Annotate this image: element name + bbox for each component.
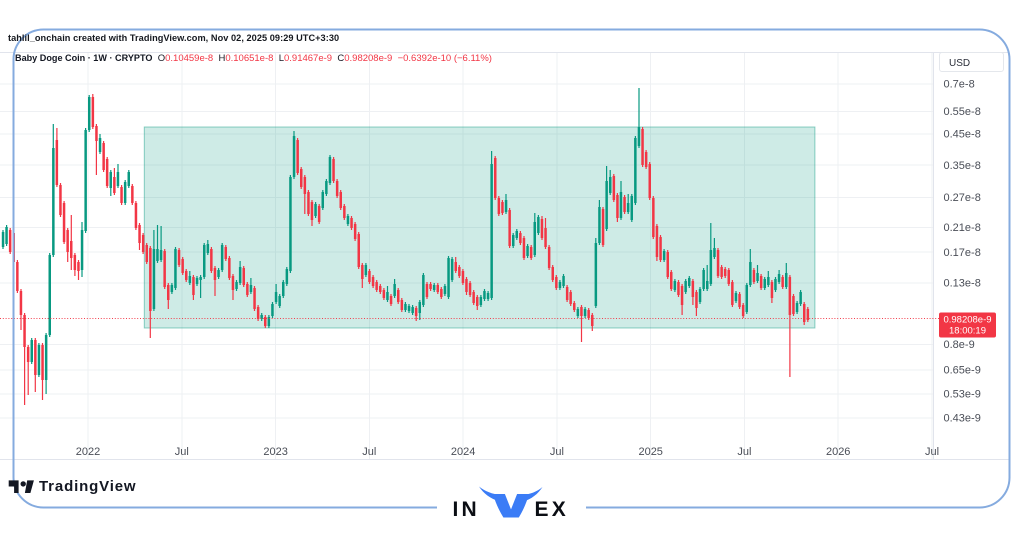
svg-text:18:00:19: 18:00:19 <box>949 326 986 337</box>
svg-text:0.17e-8: 0.17e-8 <box>944 247 981 259</box>
svg-text:Jul: Jul <box>175 446 189 458</box>
svg-text:0.35e-8: 0.35e-8 <box>944 160 981 172</box>
svg-text:0.55e-8: 0.55e-8 <box>944 106 981 118</box>
svg-text:0.13e-8: 0.13e-8 <box>944 278 981 290</box>
svg-text:0.21e-8: 0.21e-8 <box>944 222 981 234</box>
svg-text:0.7e-8: 0.7e-8 <box>944 79 975 91</box>
svg-text:0.8e-9: 0.8e-9 <box>944 339 975 351</box>
svg-text:2023: 2023 <box>263 446 287 458</box>
svg-text:Jul: Jul <box>925 446 939 458</box>
svg-text:0.65e-9: 0.65e-9 <box>944 365 981 377</box>
svg-text:2025: 2025 <box>638 446 662 458</box>
svg-text:2024: 2024 <box>451 446 475 458</box>
svg-text:0.45e-8: 0.45e-8 <box>944 129 981 141</box>
svg-text:0.53e-9: 0.53e-9 <box>944 389 981 401</box>
svg-text:2026: 2026 <box>826 446 850 458</box>
svg-text:Jul: Jul <box>362 446 376 458</box>
svg-text:USD: USD <box>949 58 970 69</box>
svg-text:0.27e-8: 0.27e-8 <box>944 192 981 204</box>
svg-text:Jul: Jul <box>550 446 564 458</box>
svg-text:2022: 2022 <box>76 446 100 458</box>
svg-text:0.98208e-9: 0.98208e-9 <box>943 315 991 326</box>
svg-text:0.43e-9: 0.43e-9 <box>944 413 981 425</box>
svg-text:Jul: Jul <box>737 446 751 458</box>
